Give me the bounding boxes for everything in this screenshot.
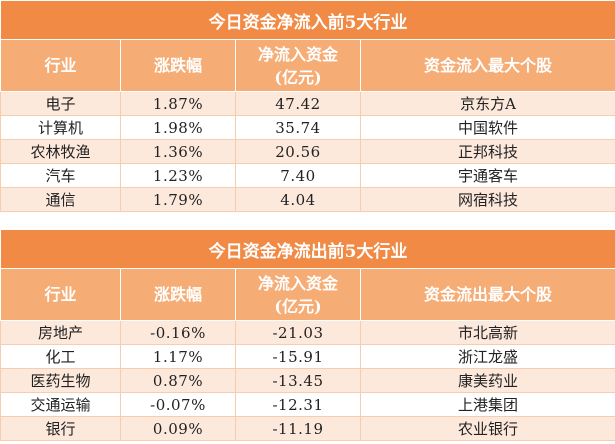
flow-cell: 35.74 [235,115,361,140]
change-cell: 1.36% [120,139,236,164]
inflow-header-flow-line2: (亿元) [274,67,322,87]
outflow-header-flow: 净流入资金 (亿元) [235,268,361,321]
table-row: 计算机 1.98% 35.74 中国软件 [0,115,615,140]
industry-cell: 医药生物 [0,368,121,393]
stock-cell: 中国软件 [359,115,615,140]
outflow-table-title: 今日资金净流出前5大行业 [0,229,615,269]
industry-cell: 计算机 [0,115,121,140]
industry-cell: 化工 [0,344,121,369]
flow-cell: -12.31 [235,392,361,417]
inflow-header-flow: 净流入资金 (亿元) [235,39,361,92]
outflow-header-change: 涨跌幅 [120,268,236,321]
inflow-table-title: 今日资金净流入前5大行业 [0,0,615,40]
change-cell: 1.98% [120,115,236,140]
change-cell: -0.16% [120,320,236,345]
table-row: 农林牧渔 1.36% 20.56 正邦科技 [0,139,615,164]
flow-cell: 7.40 [235,163,361,188]
stock-cell: 京东方A [359,91,615,116]
outflow-table: 今日资金净流出前5大行业 行业 涨跌幅 净流入资金 (亿元) 资金流出最大个股 … [0,229,615,441]
industry-cell: 银行 [0,416,121,441]
change-cell: 0.09% [120,416,236,441]
outflow-header-row: 行业 涨跌幅 净流入资金 (亿元) 资金流出最大个股 [0,268,615,321]
inflow-header-top-stock: 资金流入最大个股 [359,39,615,92]
flow-cell: 4.04 [235,187,361,212]
table-row: 汽车 1.23% 7.40 宇通客车 [0,163,615,188]
stock-cell: 康美药业 [359,368,615,393]
table-row: 化工 1.17% -15.91 浙江龙盛 [0,344,615,369]
table-row: 电子 1.87% 47.42 京东方A [0,91,615,116]
outflow-header-top-stock: 资金流出最大个股 [359,268,615,321]
outflow-header-flow-line1: 净流入资金 [257,273,338,293]
table-row: 医药生物 0.87% -13.45 康美药业 [0,368,615,393]
industry-cell: 农林牧渔 [0,139,121,164]
change-cell: 1.23% [120,163,236,188]
change-cell: 1.17% [120,344,236,369]
table-row: 银行 0.09% -11.19 农业银行 [0,416,615,441]
inflow-header-row: 行业 涨跌幅 净流入资金 (亿元) 资金流入最大个股 [0,39,615,92]
change-cell: -0.07% [120,392,236,417]
stock-cell: 上港集团 [359,392,615,417]
change-cell: 0.87% [120,368,236,393]
industry-cell: 房地产 [0,320,121,345]
flow-cell: -21.03 [235,320,361,345]
flow-cell: -15.91 [235,344,361,369]
outflow-header-industry: 行业 [0,268,121,321]
outflow-header-flow-line2: (亿元) [274,296,322,316]
table-row: 通信 1.79% 4.04 网宿科技 [0,187,615,212]
table-row: 交通运输 -0.07% -12.31 上港集团 [0,392,615,417]
stock-cell: 正邦科技 [359,139,615,164]
inflow-header-flow-line1: 净流入资金 [257,44,338,64]
flow-cell: -13.45 [235,368,361,393]
flow-cell: 20.56 [235,139,361,164]
table-row: 房地产 -0.16% -21.03 市北高新 [0,320,615,345]
flow-cell: -11.19 [235,416,361,441]
change-cell: 1.87% [120,91,236,116]
inflow-header-industry: 行业 [0,39,121,92]
industry-cell: 汽车 [0,163,121,188]
stock-cell: 市北高新 [359,320,615,345]
stock-cell: 宇通客车 [359,163,615,188]
inflow-table: 今日资金净流入前5大行业 行业 涨跌幅 净流入资金 (亿元) 资金流入最大个股 … [0,0,615,212]
change-cell: 1.79% [120,187,236,212]
industry-cell: 电子 [0,91,121,116]
stock-cell: 网宿科技 [359,187,615,212]
industry-cell: 交通运输 [0,392,121,417]
stock-cell: 浙江龙盛 [359,344,615,369]
stock-cell: 农业银行 [359,416,615,441]
inflow-header-change: 涨跌幅 [120,39,236,92]
flow-cell: 47.42 [235,91,361,116]
industry-cell: 通信 [0,187,121,212]
